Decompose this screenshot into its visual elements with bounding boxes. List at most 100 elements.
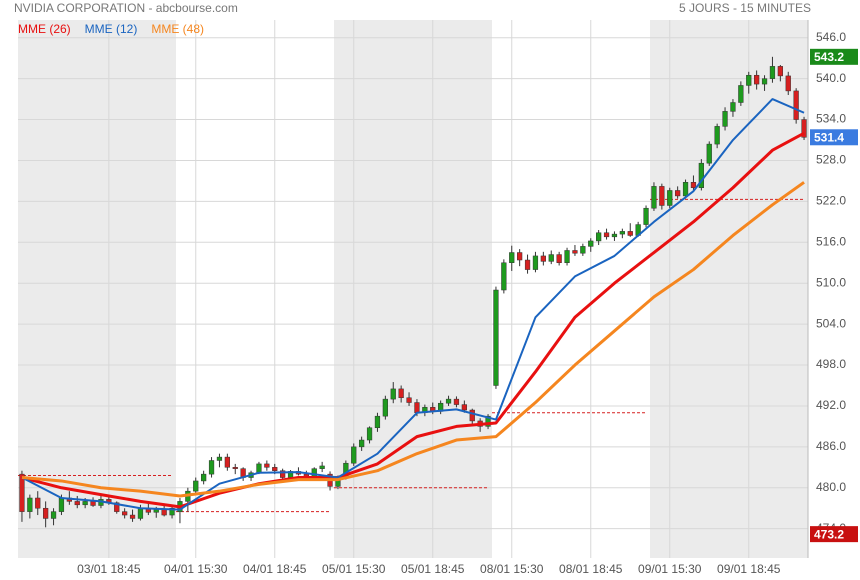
price-marker-label: 531.4: [814, 130, 844, 144]
candle-body: [730, 102, 736, 112]
x-tick-label: 08/01 18:45: [559, 562, 623, 576]
session-shade: [18, 20, 176, 558]
candle-body: [208, 460, 215, 475]
candle-body: [90, 501, 96, 506]
candle-body: [216, 456, 223, 461]
x-tick-label: 09/01 15:30: [638, 562, 702, 576]
y-tick-label: 540.0: [816, 71, 846, 85]
candle-body: [754, 74, 760, 85]
candle-body: [461, 404, 467, 411]
x-tick-label: 05/01 15:30: [322, 562, 386, 576]
candle-body: [706, 143, 712, 164]
candle-body: [746, 74, 752, 86]
x-tick-label: 05/01 18:45: [401, 562, 465, 576]
session-shade: [334, 20, 492, 558]
candle-body: [698, 162, 704, 188]
candle-body: [682, 182, 689, 197]
candle-body: [517, 252, 523, 261]
candle-body: [280, 470, 286, 478]
candle-body: [532, 255, 539, 270]
candle-body: [564, 250, 570, 263]
session-shade: [650, 20, 808, 558]
x-tick-label: 04/01 18:45: [243, 562, 307, 576]
candle-body: [82, 501, 88, 506]
candle-body: [114, 502, 120, 512]
y-tick-label: 510.0: [816, 275, 846, 289]
legend-entry: MME (26): [18, 22, 71, 36]
candle-body: [359, 439, 365, 448]
y-tick-label: 486.0: [816, 439, 846, 453]
candle-body: [738, 85, 744, 103]
price-marker: [810, 48, 858, 65]
candle-body: [58, 497, 65, 512]
candle-body: [43, 507, 49, 519]
y-tick-label: 534.0: [816, 112, 846, 126]
ema-line: [21, 181, 805, 498]
candle-body: [319, 465, 325, 469]
candle-body: [137, 507, 144, 519]
candle-body: [785, 75, 791, 92]
candle-body: [777, 66, 783, 77]
candle-body: [596, 232, 602, 242]
candle-body: [556, 254, 562, 263]
candle-body: [351, 446, 357, 464]
candle-body: [651, 186, 657, 209]
candle-body: [406, 397, 412, 403]
chart-subtitle: 5 JOURS - 15 MINUTES: [679, 1, 811, 15]
candle-body: [643, 207, 649, 225]
candle-body: [201, 473, 207, 482]
candle-body: [161, 509, 167, 516]
y-tick-label: 522.0: [816, 194, 846, 208]
candle-body: [153, 509, 159, 513]
candle-body: [453, 398, 460, 405]
candle-body: [580, 246, 586, 254]
plot-background: [18, 20, 808, 558]
candle-body: [603, 232, 610, 238]
legend-entry: MME (48): [151, 22, 204, 36]
candle-body: [714, 126, 720, 145]
candle-body: [50, 511, 57, 519]
candle-body: [722, 111, 728, 127]
candle-body: [619, 231, 625, 235]
y-tick-label: 480.0: [816, 480, 846, 494]
y-tick-label: 546.0: [816, 30, 846, 44]
x-tick-label: 08/01 15:30: [480, 562, 544, 576]
y-tick-label: 498.0: [816, 357, 846, 371]
y-tick-label: 528.0: [816, 153, 846, 167]
ema-line: [21, 98, 805, 511]
price-marker: [810, 526, 858, 543]
price-marker: [810, 129, 858, 146]
x-tick-label: 04/01 15:30: [164, 562, 228, 576]
x-tick-label: 09/01 18:45: [717, 562, 781, 576]
candle-body: [572, 250, 578, 254]
candle-body: [414, 402, 420, 414]
candle-body: [19, 473, 25, 512]
candle-body: [769, 66, 776, 79]
x-tick-label: 03/01 18:45: [77, 562, 141, 576]
y-tick-label: 516.0: [816, 234, 846, 248]
candle-body: [366, 427, 373, 441]
candle-body: [193, 480, 199, 492]
candle-body: [272, 467, 278, 471]
candle-body: [690, 182, 697, 188]
candle-body: [232, 467, 238, 469]
candle-body: [675, 190, 681, 197]
candle-body: [524, 259, 531, 270]
y-tick-label: 492.0: [816, 398, 846, 412]
candle-body: [224, 456, 230, 468]
candle-body: [659, 186, 665, 206]
candle-body: [611, 233, 618, 238]
candle-body: [27, 497, 33, 512]
candle-body: [627, 231, 633, 236]
candle-body: [793, 90, 799, 120]
candle-body: [390, 388, 396, 400]
legend-entry: MME (12): [85, 22, 138, 36]
candle-body: [667, 190, 673, 206]
candle-body: [493, 289, 499, 386]
candle-body: [548, 254, 554, 262]
ema-line: [21, 131, 805, 509]
y-tick-label: 504.0: [816, 316, 846, 330]
candle-body: [129, 514, 136, 519]
price-marker-label: 473.2: [814, 527, 844, 541]
